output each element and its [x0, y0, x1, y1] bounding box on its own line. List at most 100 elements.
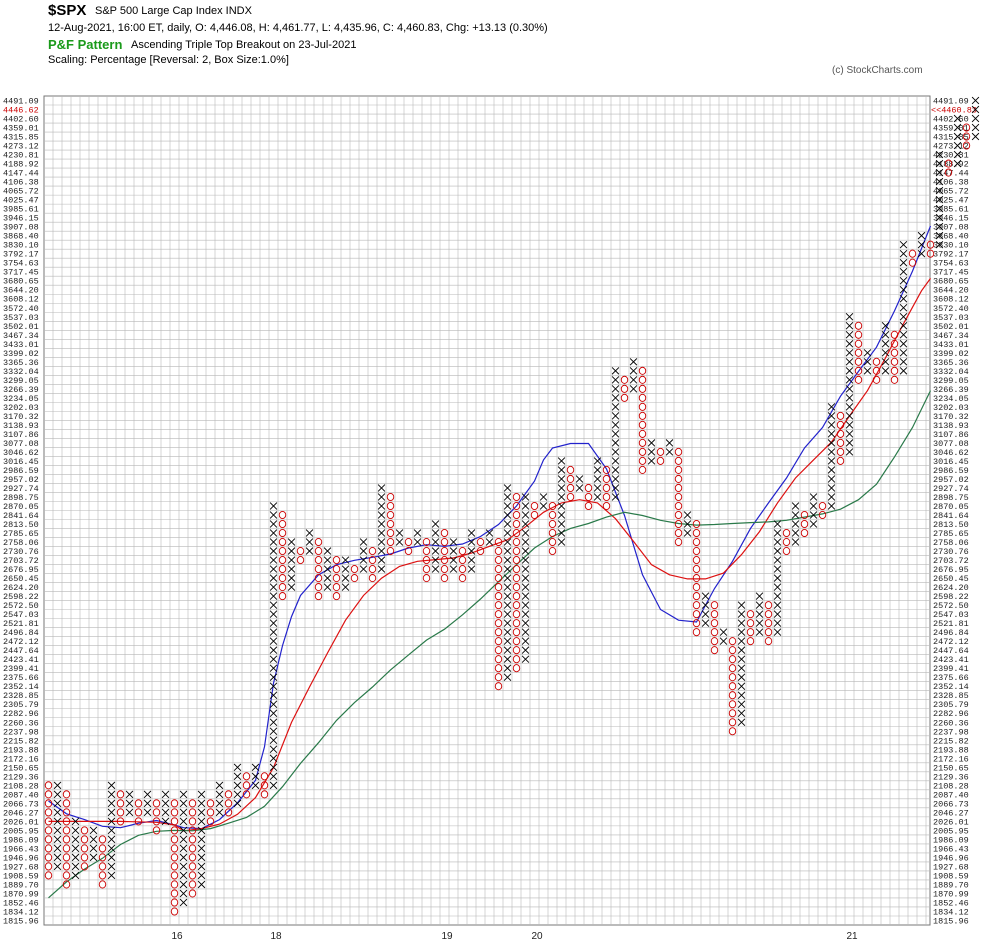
y-tick-label-right: 2986.59: [933, 466, 969, 476]
x-mark: [647, 448, 656, 456]
o-mark: [512, 619, 521, 628]
o-mark: [728, 709, 737, 718]
x-mark: [269, 709, 278, 717]
x-mark: [611, 439, 620, 447]
y-tick-label-right: 2624.20: [933, 583, 969, 593]
o-mark: [710, 646, 719, 655]
o-mark: [566, 465, 575, 474]
o-mark: [602, 501, 611, 511]
o-mark: [728, 727, 737, 736]
o-mark: [386, 537, 395, 547]
x-mark: [845, 331, 854, 339]
x-mark: [53, 799, 62, 808]
x-mark: [845, 439, 854, 447]
x-mark: [827, 502, 836, 510]
o-mark: [638, 411, 647, 420]
o-mark: [242, 790, 251, 799]
o-mark: [98, 880, 107, 889]
y-tick-label-right: 2328.85: [933, 691, 969, 701]
x-mark: [233, 799, 242, 808]
o-mark: [926, 249, 935, 258]
o-mark: [332, 556, 341, 565]
y-tick-label-left: 3170.32: [3, 412, 39, 422]
y-tick-label-right: 3946.15: [933, 214, 969, 224]
x-mark: [233, 790, 242, 799]
x-mark: [953, 132, 962, 141]
y-tick-label-right: 2129.36: [933, 772, 969, 782]
o-mark: [404, 547, 413, 556]
y-tick-label-right: 2472.12: [933, 637, 969, 647]
o-mark: [836, 411, 845, 420]
y-tick-label-right: 2703.72: [933, 556, 969, 566]
x-mark: [827, 412, 836, 420]
y-tick-label-left: 2026.01: [3, 817, 39, 827]
x-mark: [773, 547, 782, 555]
y-tick-label-left: 2547.03: [3, 610, 39, 620]
o-mark: [134, 817, 143, 826]
o-mark: [80, 844, 89, 853]
x-mark: [125, 799, 134, 808]
o-mark: [728, 682, 737, 691]
o-mark: [602, 492, 611, 502]
y-tick-label-right: 3754.63: [933, 259, 969, 269]
o-mark: [620, 393, 629, 402]
y-tick-label-left: 1889.70: [3, 880, 39, 890]
x-mark: [809, 502, 818, 510]
o-mark: [548, 510, 557, 520]
y-tick-label-right: 2813.50: [933, 520, 969, 530]
y-tick-label-left: 2841.64: [3, 511, 39, 521]
x-axis-label: 20: [532, 931, 544, 942]
y-tick-label-right: 2785.65: [933, 529, 969, 539]
x-mark: [809, 493, 818, 501]
o-mark: [206, 808, 215, 817]
x-mark: [341, 565, 350, 573]
o-mark: [152, 808, 161, 817]
o-mark: [512, 537, 521, 547]
x-mark: [269, 610, 278, 618]
x-mark: [233, 763, 242, 772]
y-tick-label-left: 2260.36: [3, 718, 39, 728]
x-mark: [557, 538, 566, 546]
x-mark: [323, 556, 332, 564]
x-mark: [197, 871, 206, 880]
y-tick-label-left: 1815.96: [3, 916, 39, 926]
y-tick-label-left: 3202.03: [3, 403, 39, 413]
x-mark: [449, 547, 458, 555]
o-mark: [494, 574, 503, 583]
y-tick-label-right: 2046.27: [933, 808, 969, 818]
o-mark: [890, 366, 899, 375]
y-tick-label-right: 3868.40: [933, 232, 969, 242]
x-mark: [539, 502, 548, 510]
x-mark: [611, 430, 620, 438]
o-mark: [62, 817, 71, 826]
x-mark: [503, 610, 512, 618]
x-mark: [935, 177, 944, 186]
o-mark: [512, 510, 521, 520]
x-mark: [935, 240, 944, 249]
o-mark: [638, 384, 647, 393]
x-mark: [107, 835, 116, 844]
x-mark: [881, 358, 890, 366]
x-mark: [485, 529, 494, 537]
x-mark: [179, 889, 188, 898]
y-tick-label-left: 4446.62: [3, 106, 39, 116]
o-mark: [296, 547, 305, 556]
y-tick-label-left: 2572.50: [3, 601, 39, 611]
o-mark: [440, 565, 449, 574]
x-mark: [89, 826, 98, 835]
chart-header: $SPX S&P 500 Large Cap Index INDX 12-Aug…: [0, 0, 1000, 96]
x-mark: [521, 610, 530, 618]
o-mark: [638, 393, 647, 402]
o-mark: [62, 880, 71, 889]
x-mark: [377, 520, 386, 528]
x-mark: [827, 466, 836, 474]
o-mark: [692, 528, 701, 538]
x-mark: [521, 628, 530, 636]
x-mark: [269, 655, 278, 663]
y-tick-label-left: 2650.45: [3, 574, 39, 584]
x-mark: [557, 457, 566, 465]
o-mark: [188, 880, 197, 889]
y-tick-label-right: 3365.36: [933, 358, 969, 368]
o-mark: [260, 781, 269, 790]
x-mark: [449, 556, 458, 564]
